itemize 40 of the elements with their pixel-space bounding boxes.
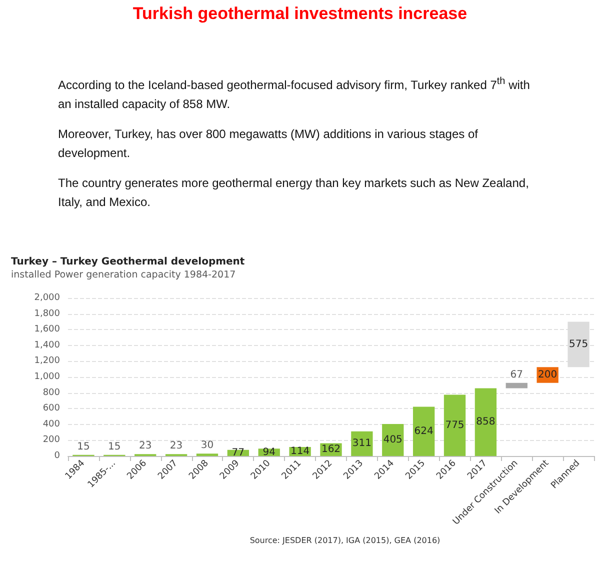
data-label: 15 — [108, 441, 121, 452]
data-label: 311 — [352, 438, 372, 450]
y-tick-label: 1,000 — [34, 372, 60, 382]
data-label: 77 — [232, 447, 245, 458]
data-label: 23 — [170, 440, 183, 452]
data-label: 94 — [262, 446, 276, 458]
y-tick-label: 1,200 — [34, 356, 60, 366]
y-tick-label: 2,000 — [34, 293, 60, 303]
source-note: Source: JESDER (2017), IGA (2015), GEA (2016) — [250, 536, 440, 545]
y-tick-label: 1,800 — [34, 308, 60, 319]
data-label: 67 — [510, 369, 524, 380]
data-label: 858 — [476, 416, 496, 428]
data-label: 624 — [414, 426, 434, 437]
data-label: 23 — [138, 440, 152, 452]
chart-title: Turkish geothermal investments increase — [132, 4, 468, 24]
data-label: 575 — [568, 338, 588, 350]
data-label: 162 — [321, 444, 341, 456]
data-label: 15 — [77, 441, 90, 452]
y-tick-label: 400 — [42, 419, 60, 430]
text: Moreover, Turkey, has over 800 megawatts (MW) additions in various stages of development. — [58, 126, 479, 162]
y-tick-label: 1,400 — [34, 340, 60, 350]
bar — [351, 431, 373, 456]
data-label: 114 — [290, 446, 310, 457]
data-label: 200 — [538, 370, 558, 381]
bar — [506, 382, 528, 388]
y-tick-label: 600 — [42, 404, 60, 414]
bar — [444, 394, 466, 456]
y-axis-title: installed Power generation capacity 1984-2017 — [11, 270, 236, 280]
data-label: 30 — [200, 440, 214, 452]
text: According to the Iceland-based geothermal-focused advisory firm, Turkey ranked 7$^{th}$ with an installed capacity of 858 MW. — [58, 76, 530, 111]
y-tick-label: 800 — [42, 388, 60, 398]
bar — [412, 406, 435, 456]
data-label: 405 — [383, 434, 402, 446]
chart-subtitle: Turkey – Turkey Geothermal development — [11, 256, 245, 268]
y-tick-label: 0 — [54, 451, 60, 461]
y-tick-label: 1,600 — [34, 324, 60, 335]
text: The country generates more geothermal energy than key markets such as New Zealand, Italy, and Mexico. — [58, 175, 530, 211]
data-label: 775 — [445, 420, 464, 431]
bar — [474, 388, 497, 456]
y-tick-label: 200 — [42, 435, 60, 446]
